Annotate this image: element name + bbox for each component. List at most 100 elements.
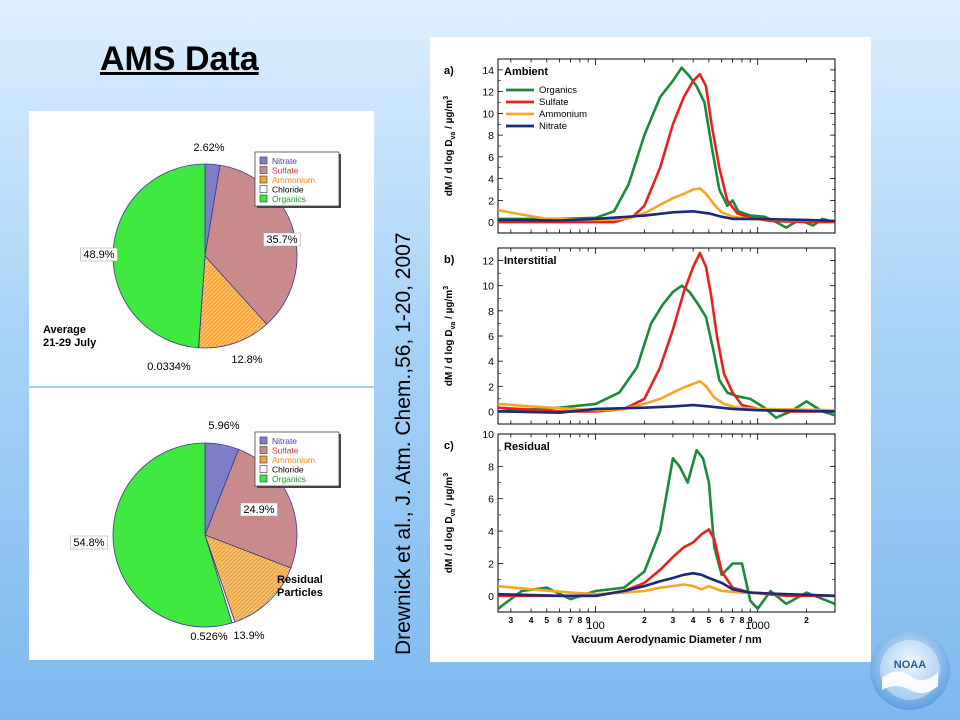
pie-chart-average: 2.62% 35.7% 12.8% 0.0334% 48.9% Average21-29 … bbox=[43, 142, 341, 373]
pie-legend-shadow bbox=[339, 434, 341, 488]
y-tick-label: 8 bbox=[488, 461, 494, 473]
x-tick-label: 2 bbox=[804, 615, 809, 625]
pie-legend-swatch-sulfate bbox=[259, 166, 268, 174]
x-tick-label: 9 bbox=[748, 615, 753, 625]
y-tick-label: 0 bbox=[488, 217, 494, 229]
citation-text: Drewnick et al., J. Atm. Chem.,56, 1-20,… bbox=[392, 232, 415, 655]
pie-caption-line: Average bbox=[43, 324, 86, 336]
x-tick-label: 7 bbox=[730, 615, 735, 625]
series-line-ammonium bbox=[498, 583, 835, 598]
pie-slice-organics bbox=[112, 442, 233, 628]
pie-value-label-box bbox=[240, 502, 278, 517]
x-tick-label: 8 bbox=[578, 615, 583, 625]
series-line-sulfate bbox=[498, 251, 835, 413]
legend-label-organics: Organics bbox=[539, 85, 577, 96]
x-tick-label: 2 bbox=[642, 615, 647, 625]
pie-value-label-nitrate: 5.96% bbox=[208, 420, 239, 432]
x-tick-label: 6 bbox=[719, 615, 724, 625]
y-tick-label: 4 bbox=[488, 526, 494, 538]
pie-legend-label-chloride: Chloride bbox=[272, 185, 304, 195]
y-axis-label: dM / d log Dva / µg/m3 bbox=[443, 96, 457, 196]
pie-value-label-chloride: 0.0334% bbox=[147, 361, 191, 373]
x-tick-label: 1000 bbox=[745, 620, 769, 632]
pie-value-label-box bbox=[80, 247, 118, 262]
panel-letter: a) bbox=[444, 65, 454, 77]
pie-legend-swatch-ammonium bbox=[259, 175, 268, 184]
size-distribution-panel: 0 2 4 6 8 10 12 14 a) Ambient dM / d log Dva / µg/… bbox=[430, 37, 871, 662]
x-tick-label: 3 bbox=[671, 615, 676, 625]
pie-legend-shadow bbox=[257, 206, 341, 208]
legend-label-nitrate: Nitrate bbox=[539, 121, 567, 132]
pie-caption-line: Residual bbox=[277, 574, 323, 586]
pie-legend-label-nitrate: Nitrate bbox=[272, 156, 297, 166]
y-tick-label: 14 bbox=[482, 65, 494, 77]
pie-value-label-ammonium: 12.8% bbox=[231, 354, 262, 366]
x-tick-label: 5 bbox=[544, 615, 549, 625]
pie-slice-ammonium bbox=[198, 255, 268, 349]
panel-title: Interstitial bbox=[504, 255, 557, 267]
pie-value-label-sulfate: 35.7% bbox=[266, 234, 297, 246]
pie-legend-label-sulfate: Sulfate bbox=[272, 446, 299, 456]
x-tick-label: 6 bbox=[557, 615, 562, 625]
series-line-nitrate bbox=[498, 210, 835, 223]
y-tick-label: 2 bbox=[488, 381, 494, 393]
x-tick-label: 100 bbox=[586, 620, 604, 632]
y-axis-label-sub: va bbox=[450, 132, 457, 140]
size-panel-residual: 0 2 4 6 8 10 c) Residual dM / d log Dva / µg/m3 bbox=[443, 429, 836, 613]
y-axis-label-sup: 3 bbox=[443, 286, 450, 290]
y-tick-label: 10 bbox=[482, 281, 494, 293]
x-tick-label: 7 bbox=[568, 615, 573, 625]
pie-panel-average: 2.62% 35.7% 12.8% 0.0334% 48.9% Average 21-29 … bbox=[29, 111, 374, 386]
legend-label-ammonium: Ammonium bbox=[539, 109, 587, 120]
pie-legend-swatch-chloride bbox=[259, 465, 268, 473]
y-tick-label: 0 bbox=[488, 591, 494, 603]
pie-legend-label-sulfate: Sulfate bbox=[272, 166, 299, 176]
series-line-organics bbox=[498, 448, 835, 611]
y-tick-label: 6 bbox=[488, 152, 494, 164]
x-tick-label: 8 bbox=[740, 615, 745, 625]
noaa-logo: NOAA bbox=[870, 630, 950, 710]
panel-title: Ambient bbox=[504, 66, 548, 78]
pie-legend-box bbox=[254, 151, 340, 207]
panel-title: Residual bbox=[504, 441, 550, 453]
y-tick-label: 10 bbox=[482, 108, 494, 120]
pie-legend-label-nitrate: Nitrate bbox=[272, 436, 297, 446]
pie-value-label-box bbox=[263, 232, 301, 247]
series-line-ammonium bbox=[498, 187, 835, 223]
series-line-organics bbox=[498, 284, 835, 419]
pie-legend-shadow bbox=[257, 486, 341, 488]
size-panel-ambient: 0 2 4 6 8 10 12 14 a) Ambient dM / d log Dva / µg/… bbox=[443, 58, 836, 234]
y-tick-label: 8 bbox=[488, 306, 494, 318]
series-line-organics bbox=[498, 66, 835, 229]
pie-legend-swatch-nitrate bbox=[259, 436, 268, 445]
y-axis-label-sub: va bbox=[450, 509, 457, 517]
y-tick-label: 2 bbox=[488, 195, 494, 207]
pie-legend-box bbox=[254, 431, 340, 487]
y-axis-label-unit: / µg/m bbox=[444, 477, 455, 509]
size-panel-interstitial: 0 2 4 6 8 10 12 b) Interstitial dM / d log Dva / … bbox=[443, 247, 836, 425]
x-tick-label: 9 bbox=[586, 615, 591, 625]
series-line-nitrate bbox=[498, 571, 835, 598]
y-axis-label-main: dM / d log D bbox=[444, 516, 455, 573]
y-tick-label: 12 bbox=[482, 256, 494, 268]
y-axis-label-main: dM / d log D bbox=[444, 139, 455, 196]
y-tick-label: 6 bbox=[488, 494, 494, 506]
pie-legend-label-organics: Organics bbox=[272, 194, 306, 204]
pie-legend-label-ammonium: Ammonium bbox=[272, 175, 315, 185]
panel-letter: b) bbox=[444, 254, 455, 266]
pie-legend-swatch-organics bbox=[259, 194, 268, 203]
legend-label-sulfate: Sulfate bbox=[539, 97, 569, 108]
pie-legend-swatch-nitrate bbox=[259, 156, 268, 165]
y-axis-label: dM / d log Dva / µg/m3 bbox=[443, 286, 457, 386]
pie-caption-line: 21-29 July bbox=[43, 337, 97, 349]
y-axis-label-main: dM / d log D bbox=[444, 329, 455, 386]
pie-legend-label-chloride: Chloride bbox=[272, 465, 304, 475]
y-tick-label: 2 bbox=[488, 558, 494, 570]
y-axis-label-unit: / µg/m bbox=[444, 100, 455, 132]
pie-value-label-sulfate: 24.9% bbox=[243, 504, 274, 516]
pie-legend-swatch-ammonium bbox=[259, 455, 268, 464]
y-tick-label: 10 bbox=[482, 429, 494, 441]
